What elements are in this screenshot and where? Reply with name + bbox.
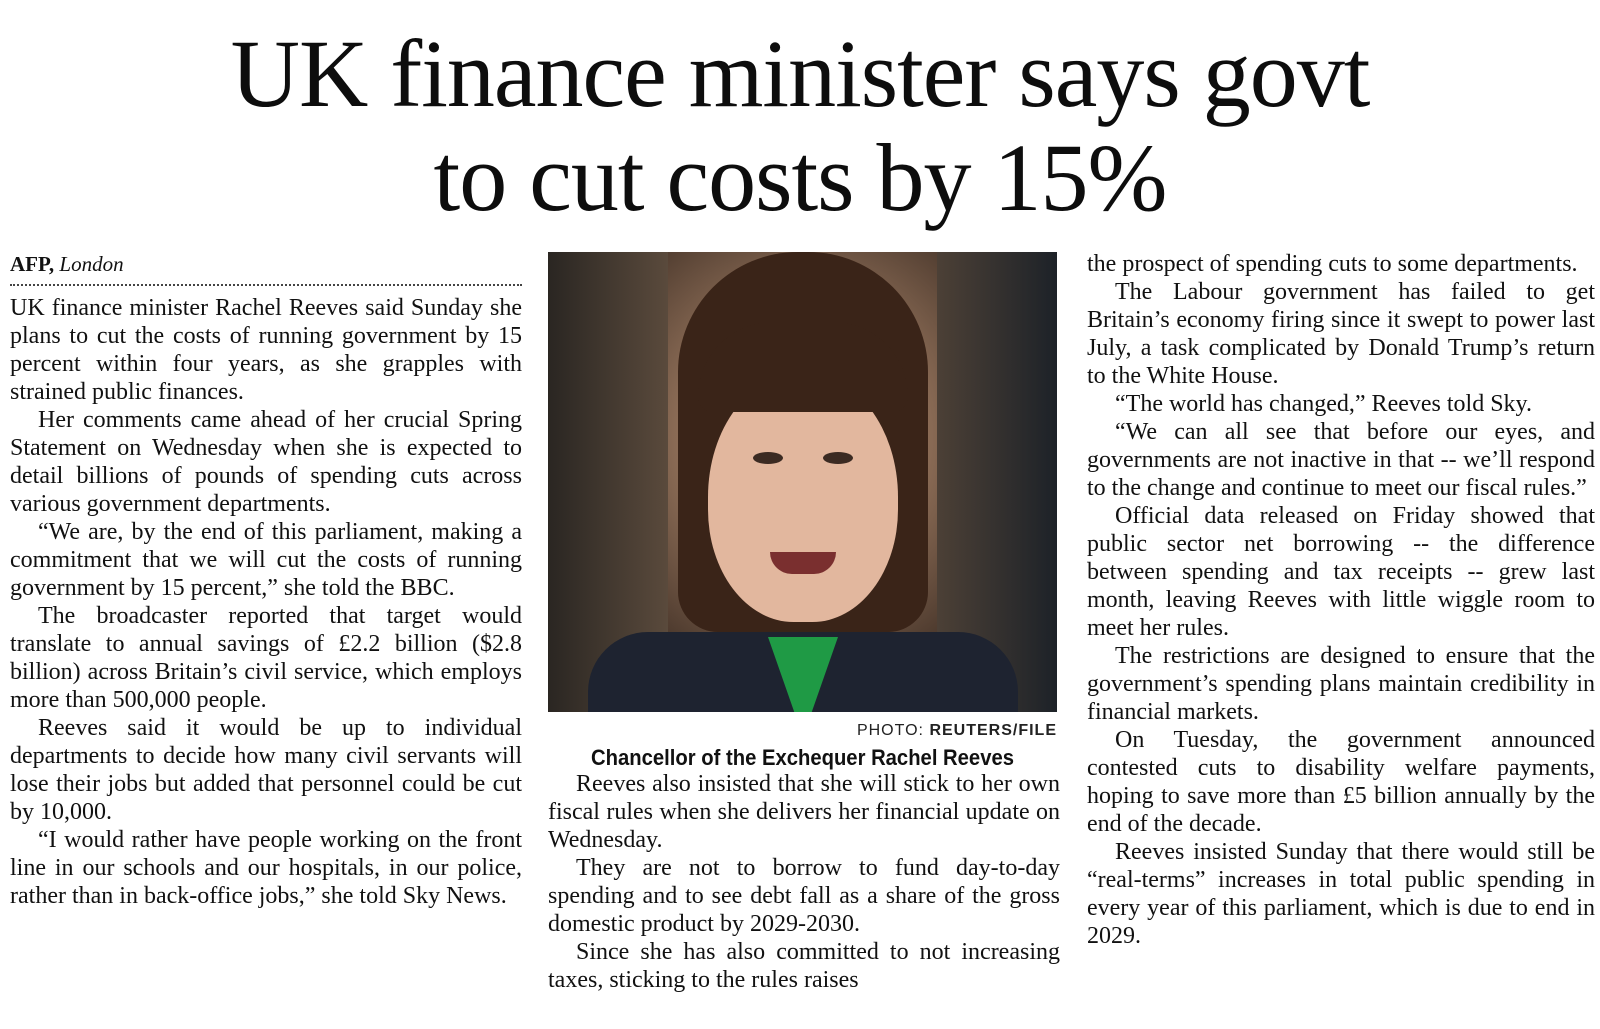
headline: UK finance minister says govt to cut cos…: [60, 22, 1540, 230]
photo-eye: [823, 452, 853, 464]
article-column-1: AFP, London UK finance minister Rachel R…: [10, 250, 522, 910]
paragraph: “The world has changed,” Reeves told Sky…: [1115, 391, 1532, 417]
paragraph: Her comments came ahead of her crucial S…: [10, 407, 522, 517]
paragraph: The restrictions are designed to ensure …: [1087, 643, 1595, 725]
photo-face: [708, 372, 898, 622]
byline: AFP, London: [10, 250, 522, 286]
article-photo: [548, 252, 1057, 712]
paragraph: Reeves also insisted that she will stick…: [548, 771, 1060, 853]
paragraph: Since she has also committed to not incr…: [548, 939, 1060, 993]
photo-credit-prefix: PHOTO:: [856, 722, 930, 739]
paragraph: “We are, by the end of this parliament, …: [10, 519, 522, 601]
paragraph: The broadcaster reported that target wou…: [10, 603, 522, 713]
byline-agency: AFP,: [10, 252, 55, 276]
paragraph: On Tuesday, the government announced con…: [1087, 727, 1595, 837]
paragraph: Official data released on Friday showed …: [1087, 503, 1595, 641]
photo-credit-source: REUTERS/FILE: [929, 722, 1057, 739]
headline-line-1: UK finance minister says govt: [230, 20, 1371, 127]
photo-eye: [753, 452, 783, 464]
paragraph: “I would rather have people working on t…: [10, 827, 522, 909]
byline-place: London: [59, 252, 124, 276]
headline-line-2: to cut costs by 15%: [433, 124, 1168, 231]
photo-fringe: [698, 322, 908, 412]
article-column-3: the prospect of spending cuts to some de…: [1087, 250, 1595, 950]
paragraph: “We can all see that before our eyes, an…: [1087, 419, 1595, 501]
article-column-2: Reeves also insisted that she will stick…: [548, 770, 1060, 994]
photo-caption: Chancellor of the Exchequer Rachel Reeve…: [591, 745, 1014, 770]
paragraph: They are not to borrow to fund day-to-da…: [548, 855, 1060, 937]
paragraph: Reeves said it would be up to individual…: [10, 715, 522, 825]
paragraph: the prospect of spending cuts to some de…: [1087, 251, 1578, 277]
photo-credit: PHOTO: REUTERS/FILE: [548, 722, 1057, 740]
paragraph: The Labour government has failed to get …: [1087, 279, 1595, 389]
photo-mouth: [770, 552, 836, 574]
paragraph: UK finance minister Rachel Reeves said S…: [10, 295, 522, 405]
paragraph: Reeves insisted Sunday that there would …: [1087, 839, 1595, 949]
